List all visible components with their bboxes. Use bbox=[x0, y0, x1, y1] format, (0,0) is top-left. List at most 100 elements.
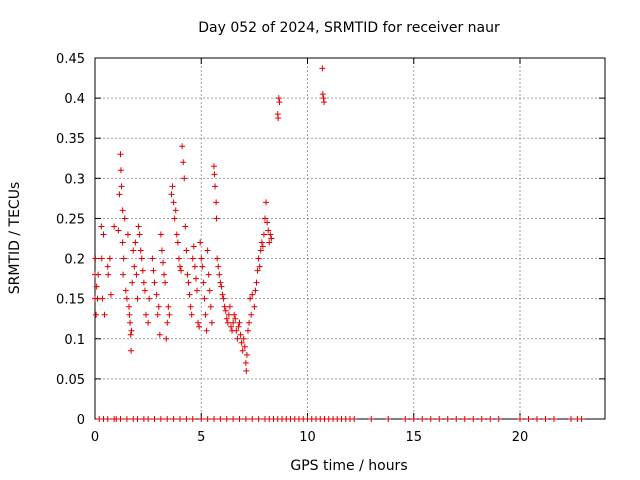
data-point bbox=[495, 416, 502, 422]
data-point bbox=[160, 259, 166, 266]
data-point bbox=[219, 291, 226, 298]
data-point bbox=[214, 255, 221, 262]
x-tick-label: 10 bbox=[299, 430, 316, 445]
data-point bbox=[226, 303, 233, 310]
data-point bbox=[251, 303, 258, 310]
data-point bbox=[116, 191, 123, 198]
y-tick-label: 0.35 bbox=[56, 132, 85, 147]
data-point bbox=[165, 303, 172, 310]
data-point bbox=[225, 311, 232, 318]
data-point bbox=[151, 279, 158, 286]
data-point bbox=[180, 159, 187, 166]
data-point bbox=[137, 247, 144, 254]
data-point bbox=[216, 271, 223, 278]
data-point bbox=[203, 327, 210, 334]
data-point bbox=[525, 416, 532, 422]
data-point bbox=[185, 279, 192, 286]
data-point bbox=[134, 295, 141, 302]
data-point bbox=[217, 416, 224, 422]
data-point bbox=[119, 239, 126, 246]
y-tick-label: 0.15 bbox=[56, 293, 85, 308]
data-point bbox=[213, 215, 220, 222]
data-point bbox=[256, 263, 263, 270]
data-point bbox=[120, 255, 127, 262]
data-point bbox=[158, 247, 165, 254]
data-point bbox=[182, 223, 189, 230]
data-point bbox=[197, 239, 204, 246]
x-tick-label: 15 bbox=[405, 430, 422, 445]
data-point bbox=[223, 416, 230, 422]
data-point bbox=[157, 416, 164, 422]
data-point bbox=[136, 231, 143, 238]
data-point bbox=[204, 247, 211, 254]
data-point bbox=[319, 65, 326, 72]
data-point bbox=[93, 283, 100, 290]
data-point bbox=[163, 335, 170, 342]
data-point bbox=[243, 351, 250, 358]
data-point bbox=[168, 191, 175, 198]
data-point bbox=[138, 255, 145, 262]
data-point bbox=[234, 335, 241, 342]
data-point bbox=[223, 315, 230, 322]
data-point bbox=[222, 307, 229, 314]
data-point bbox=[101, 311, 108, 318]
data-point bbox=[170, 416, 177, 422]
data-point bbox=[130, 247, 137, 254]
data-point bbox=[92, 255, 99, 262]
data-point bbox=[427, 416, 434, 422]
y-tick-label: 0.1 bbox=[64, 333, 85, 348]
data-point bbox=[132, 239, 139, 246]
data-point bbox=[174, 239, 181, 246]
data-points bbox=[92, 65, 585, 422]
data-point bbox=[201, 295, 208, 302]
data-point bbox=[188, 311, 195, 318]
data-point bbox=[93, 311, 100, 318]
data-point bbox=[173, 231, 180, 238]
data-point bbox=[461, 416, 468, 422]
data-point bbox=[470, 416, 477, 422]
data-point bbox=[128, 327, 135, 334]
data-point bbox=[241, 343, 248, 350]
tick-labels: 0 0.05 0.1 0.15 0.2 0.25 0.3 0.35 0.4 0.45 0 5 10 15 2… bbox=[56, 52, 528, 445]
data-point bbox=[205, 271, 212, 278]
data-point bbox=[243, 367, 250, 374]
data-point bbox=[189, 255, 196, 262]
data-point bbox=[240, 335, 247, 342]
data-point bbox=[133, 271, 140, 278]
data-point bbox=[184, 271, 191, 278]
data-point bbox=[368, 416, 375, 422]
grid-lines bbox=[95, 57, 605, 419]
data-point bbox=[385, 416, 392, 422]
data-point bbox=[231, 311, 238, 318]
data-point bbox=[260, 231, 267, 238]
data-point bbox=[98, 255, 105, 262]
data-point bbox=[275, 95, 282, 102]
data-point bbox=[177, 263, 183, 270]
data-point bbox=[181, 175, 188, 182]
data-point bbox=[262, 215, 268, 222]
data-point bbox=[161, 271, 168, 278]
y-tick-label: 0.4 bbox=[64, 92, 85, 107]
y-tick-label: 0.3 bbox=[64, 172, 85, 187]
data-point bbox=[453, 416, 460, 422]
data-point bbox=[204, 416, 211, 422]
y-axis-label: SRMTID / TECUs bbox=[7, 182, 23, 295]
data-point bbox=[220, 295, 227, 302]
data-point bbox=[252, 287, 259, 294]
data-point bbox=[215, 263, 222, 270]
data-point bbox=[104, 416, 111, 422]
data-point bbox=[175, 255, 182, 262]
data-point bbox=[236, 319, 243, 326]
data-point bbox=[99, 295, 106, 302]
data-point bbox=[169, 183, 176, 190]
data-point bbox=[217, 279, 224, 286]
data-point bbox=[249, 291, 256, 298]
data-point bbox=[107, 291, 114, 298]
data-point bbox=[178, 267, 185, 274]
data-point bbox=[265, 227, 272, 234]
data-point bbox=[154, 311, 161, 318]
y-tick-label: 0.45 bbox=[56, 52, 85, 67]
data-point bbox=[410, 416, 417, 422]
data-point bbox=[198, 255, 205, 262]
